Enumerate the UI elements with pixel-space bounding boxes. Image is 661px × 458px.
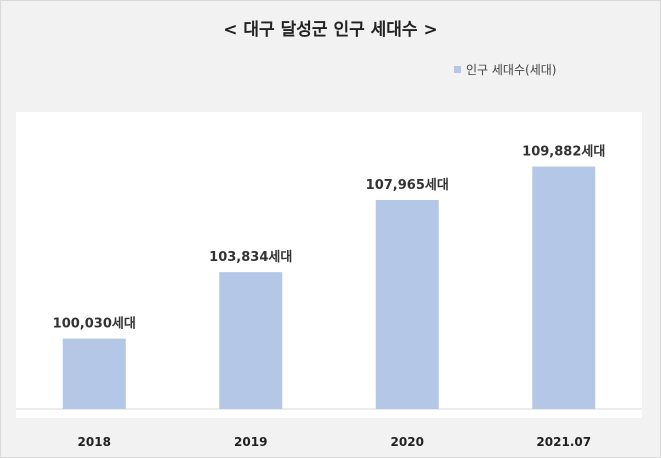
legend-swatch (454, 66, 461, 73)
chart-legend: 인구 세대수(세대) (454, 61, 556, 78)
x-tick-label: 2021.07 (536, 435, 591, 449)
bar (219, 272, 283, 409)
data-label: 103,834세대 (209, 250, 292, 265)
bar (375, 200, 439, 409)
x-tick-label: 2020 (391, 435, 424, 449)
plot-area: 100,030세대 2018 103,834세대 2019 107,965세대 2020 1… (16, 112, 642, 449)
bar-chart: 100,030세대 2018 103,834세대 2019 107,965세대 2020 1… (16, 145, 642, 449)
data-label: 109,882세대 (522, 145, 605, 160)
x-tick-label: 2018 (78, 435, 111, 449)
bar (62, 338, 126, 409)
data-label: 107,965세대 (366, 178, 449, 193)
chart-title: < 대구 달성군 인구 세대수 > (223, 20, 438, 40)
bar (532, 166, 596, 409)
legend-label: 인구 세대수(세대) (466, 63, 557, 77)
x-tick-label: 2019 (234, 435, 267, 449)
data-label: 100,030세대 (53, 317, 136, 332)
